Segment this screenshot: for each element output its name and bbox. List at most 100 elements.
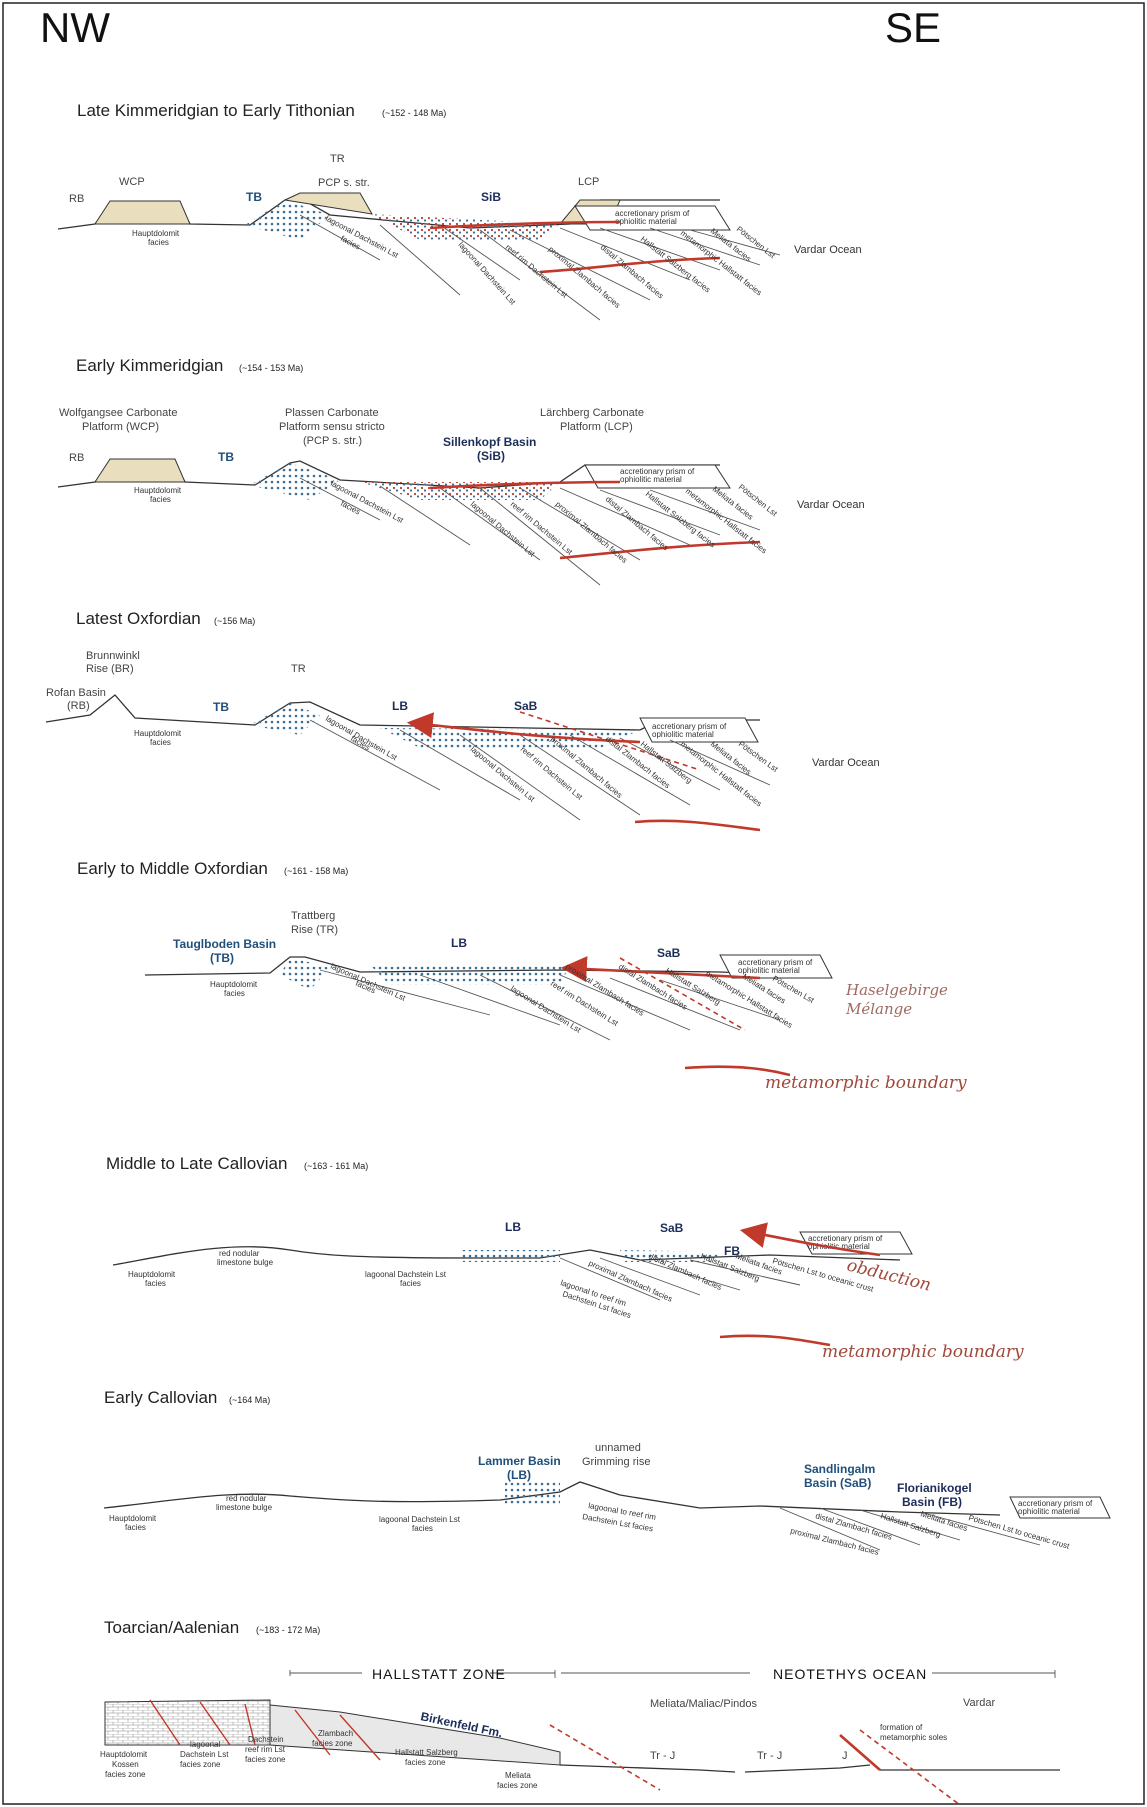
oceanic-crust <box>559 1764 1060 1773</box>
red-arrow <box>839 1734 881 1771</box>
dashed-fault <box>619 957 746 1031</box>
label-j: J <box>842 1750 848 1762</box>
zone-brackets <box>289 1670 1056 1678</box>
label-neotethys-ocean: NEOTETHYS OCEAN <box>773 1666 927 1682</box>
label-rb: RB <box>69 452 84 464</box>
basin-fill-dots-lb <box>505 1482 560 1505</box>
dashed-fault <box>519 711 701 771</box>
label-metamorphic-soles-2: metamorphic soles <box>880 1733 947 1742</box>
label-hauptdolomit-1: Hauptdolomit <box>134 486 182 495</box>
accretionary-prism <box>799 1231 913 1255</box>
red-thrusts <box>429 480 761 560</box>
label-lagoonal-1: lagoonal Dachstein Lst <box>365 1270 447 1279</box>
platform-wcp <box>94 200 191 225</box>
label-rofan-1: Rofan Basin <box>46 687 106 699</box>
label-zone6-b: facies zone <box>497 1781 538 1790</box>
panel-date: (~156 Ma) <box>214 616 255 626</box>
label-tb: TB <box>218 450 234 464</box>
label-lcp-2: Platform (LCP) <box>560 421 633 433</box>
label-tb: TB <box>246 190 262 204</box>
label-sab-1: Sandlingalm <box>804 1462 875 1476</box>
accretionary-prism <box>719 954 833 979</box>
panel-late-kimmeridgian: Late Kimmeridgian to Early Tithonian (~1… <box>57 101 862 321</box>
accretionary-prism <box>639 717 759 743</box>
panel-title: Latest Oxfordian <box>76 609 201 628</box>
panel-date: (~164 Ma) <box>229 1395 270 1405</box>
label-pcp: PCP s. str. <box>318 177 370 189</box>
label-br-2: Rise (BR) <box>86 663 134 675</box>
basin-fill-dots-sab <box>620 1250 720 1262</box>
dashed-faults <box>549 1724 961 1806</box>
label-sib: SiB <box>481 190 501 204</box>
label-prism-2: ophiolitic material <box>620 475 682 484</box>
label-hauptdolomit-1: Hauptdolomit <box>128 1270 176 1279</box>
label-lagoonal-1: lagoonal Dachstein Lst <box>379 1515 461 1524</box>
label-hauptdolomit-1: Hauptdolomit <box>109 1514 157 1523</box>
panel-early-middle-oxfordian: Early to Middle Oxfordian (~161 - 158 Ma… <box>77 859 967 1093</box>
label-zone3-c: facies zone <box>245 1755 286 1764</box>
label-lb: LB <box>451 936 467 950</box>
label-zone1-c: facies zone <box>105 1770 146 1779</box>
panel-date: (~152 - 148 Ma) <box>382 108 446 118</box>
label-hauptdolomit-2: facies <box>125 1523 146 1532</box>
panel-early-callovian: Early Callovian (~164 Ma) Lammer Basin (… <box>103 1388 1111 1557</box>
thrust-sheets <box>319 969 781 1041</box>
label-red-nodular-1: red nodular <box>219 1249 260 1258</box>
label-red-nodular-1: red nodular <box>226 1494 267 1503</box>
label-sab: SaB <box>657 946 681 960</box>
label-lagoonal-3: lagoonal Dachstein Lst <box>469 500 537 559</box>
red-boundary <box>719 1334 831 1347</box>
label-zone3-b: reef rim Lst <box>245 1745 286 1754</box>
label-meliata-pindos: Meliata/Maliac/Pindos <box>650 1698 757 1710</box>
slope-block <box>269 1704 561 1766</box>
nw-label: NW <box>40 4 110 51</box>
label-tr: TR <box>291 663 306 675</box>
platform-wcp <box>94 458 186 483</box>
label-wcp-2: Platform (WCP) <box>82 421 159 433</box>
panel-early-kimmeridgian: Early Kimmeridgian (~154 - 153 Ma) Wolfg… <box>57 356 865 586</box>
label-prism-2: ophiolitic material <box>808 1242 870 1251</box>
label-hauptdolomit-1: Hauptdolomit <box>210 980 258 989</box>
label-pcp-2: Platform sensu stricto <box>279 421 385 433</box>
label-metamorphic-boundary: metamorphic boundary <box>765 1073 967 1093</box>
label-br-1: Brunnwinkl <box>86 650 140 662</box>
label-zone4-b: facies zone <box>312 1739 353 1748</box>
turbidite-dots <box>250 463 340 500</box>
label-lcp-1: Lärchberg Carbonate <box>540 407 644 419</box>
thrust-sheets <box>779 1507 1041 1551</box>
label-red-nodular-2: limestone bulge <box>217 1258 274 1267</box>
thrust-sheets <box>299 214 781 321</box>
red-obduction-arrow <box>739 1222 881 1257</box>
panel-date: (~163 - 161 Ma) <box>304 1161 368 1171</box>
label-lagoonal-2: facies <box>412 1524 433 1533</box>
label-zone2-b: Dachstein Lst <box>180 1750 229 1759</box>
label-sab: SaB <box>514 699 538 713</box>
label-vardar-ocean: Vardar Ocean <box>794 244 862 256</box>
label-vardar: Vardar <box>963 1697 996 1709</box>
label-prism-1: accretionary prism of <box>1018 1499 1093 1508</box>
label-lb-1: Lammer Basin <box>478 1454 561 1468</box>
label-hauptdolomit-2: facies <box>145 1279 166 1288</box>
red-thrusts <box>429 220 721 274</box>
label-prism-2: ophiolitic material <box>1018 1507 1080 1516</box>
label-haselgebirge-2: Mélange <box>845 1000 912 1018</box>
label-rb: RB <box>69 193 84 205</box>
label-lb: LB <box>392 699 408 713</box>
label-wcp-1: Wolfgangsee Carbonate <box>59 407 177 419</box>
label-hallstatt-zone: HALLSTATT ZONE <box>372 1666 506 1682</box>
panel-latest-oxfordian: Latest Oxfordian (~156 Ma) Brunnwinkl Ri… <box>45 609 880 832</box>
red-thrust-arrow <box>406 712 641 744</box>
label-lb-2: (LB) <box>507 1468 531 1482</box>
label-fb: FB <box>724 1244 740 1258</box>
label-prism-2: ophiolitic material <box>738 966 800 975</box>
label-grimming-2: Grimming rise <box>582 1456 650 1468</box>
label-wcp: WCP <box>119 176 145 188</box>
label-lb: LB <box>505 1220 521 1234</box>
label-grimming-1: unnamed <box>595 1442 641 1454</box>
label-pcp-1: Plassen Carbonate <box>285 407 379 419</box>
turbidite-dots <box>245 200 330 240</box>
label-zone2-a: lagoonal <box>190 1740 220 1749</box>
red-faults <box>149 1699 381 1761</box>
